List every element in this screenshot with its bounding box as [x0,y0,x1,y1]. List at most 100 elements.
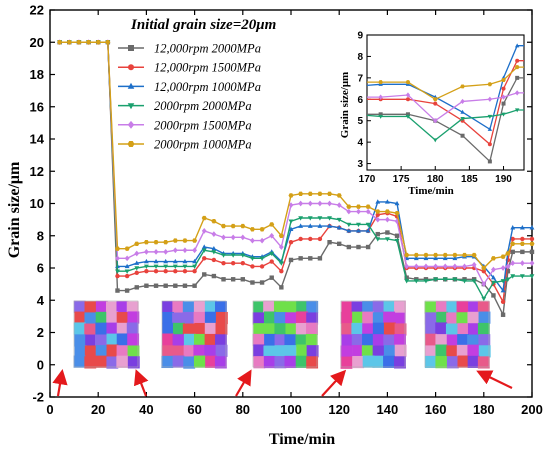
data-point [317,236,323,242]
data-point [192,283,197,288]
data-point [394,238,400,244]
data-point [491,275,496,280]
inset-chart: 170 175 180 185 190 3 4 5 6 7 8 9 [357,31,525,185]
ebsd-grain [193,355,206,368]
ebsd-grain [361,345,374,358]
ebsd-grain [467,344,480,357]
data-point [433,263,439,270]
inset-y-tick-label: 7 [357,73,363,84]
data-point [220,223,227,229]
x-tick-label: 0 [46,402,53,417]
ebsd-grain [362,323,375,336]
data-point [394,200,400,206]
ebsd-grain [161,355,174,369]
ebsd-grain [372,322,385,335]
ebsd-grain [456,344,469,358]
inset-series-6 [367,65,524,102]
ebsd-grain [263,323,276,336]
ebsd-grain [215,322,228,335]
ebsd-grain [306,312,319,325]
ebsd-grain [477,322,490,336]
ebsd-grain [296,301,309,314]
y-tick-label: 18 [30,67,44,82]
ebsd-grain [424,301,437,314]
ebsd-grain [446,356,459,369]
ebsd-grain [116,355,129,368]
data-point [163,269,168,274]
ebsd-grain [341,334,354,347]
data-point [211,231,217,237]
inset-data-point [501,94,506,100]
data-point [461,252,468,258]
x-tick-label: 60 [187,402,201,417]
ebsd-grain [74,344,87,358]
ebsd-grain [372,345,385,358]
data-point [124,246,130,251]
ebsd-grain [478,311,491,324]
inset-data-point [501,78,506,82]
ebsd-map [424,300,491,369]
data-point [182,283,188,288]
ebsd-grain [215,334,227,347]
data-point [337,241,342,247]
data-point [279,269,284,274]
data-point [211,250,217,255]
ebsd-grain [183,345,196,358]
data-point [172,264,178,270]
data-point [462,279,467,284]
data-point [288,219,294,224]
y-tick-label: 20 [30,35,44,50]
ebsd-frame [424,300,490,368]
data-point [423,279,429,284]
ebsd-grain [446,312,459,325]
ebsd-grain [116,333,129,346]
inset-data-point [378,80,383,85]
legend-label: 12,000rpm 1500MPa [154,61,261,75]
ebsd-grain [351,334,364,347]
data-point [471,279,477,284]
data-point [510,249,515,255]
data-point [143,249,149,255]
inset-data-point [501,112,506,117]
ebsd-frame [252,300,318,368]
ebsd-grain [435,356,448,369]
data-point [230,260,236,266]
data-point [124,288,130,293]
ebsd-grain [274,345,287,358]
annotation-arrow [134,369,149,397]
data-point [66,40,72,45]
data-point [269,259,274,264]
ebsd-grain [194,322,207,336]
ebsd-grain [340,356,353,369]
ebsd-grain [253,323,266,336]
data-point [481,281,487,287]
ebsd-grain [263,345,276,358]
ebsd-grain [193,333,206,347]
data-point [134,260,140,265]
y-tick-label: 4 [37,293,45,308]
data-point [404,275,409,280]
inset-series-line [367,109,524,141]
ebsd-grain [477,356,490,369]
legend-marker [127,82,135,89]
legend-marker [128,64,134,71]
y-tick-label: 0 [37,357,44,372]
data-point [346,222,352,228]
data-point [124,273,130,279]
data-point [384,237,390,242]
data-point [144,283,149,288]
ebsd-grain [296,344,309,357]
data-point [211,273,217,279]
ebsd-grain [204,300,217,313]
ebsd-grain [468,301,480,314]
data-point [481,265,487,271]
ebsd-grain [285,312,298,325]
ebsd-grain [95,355,107,368]
data-point [413,263,419,270]
ebsd-grain [106,311,119,324]
ebsd-grain [435,344,448,357]
data-point [259,264,265,269]
inset-y-tick-label: 8 [357,52,363,63]
data-point [529,225,535,230]
ebsd-grain [435,301,448,314]
